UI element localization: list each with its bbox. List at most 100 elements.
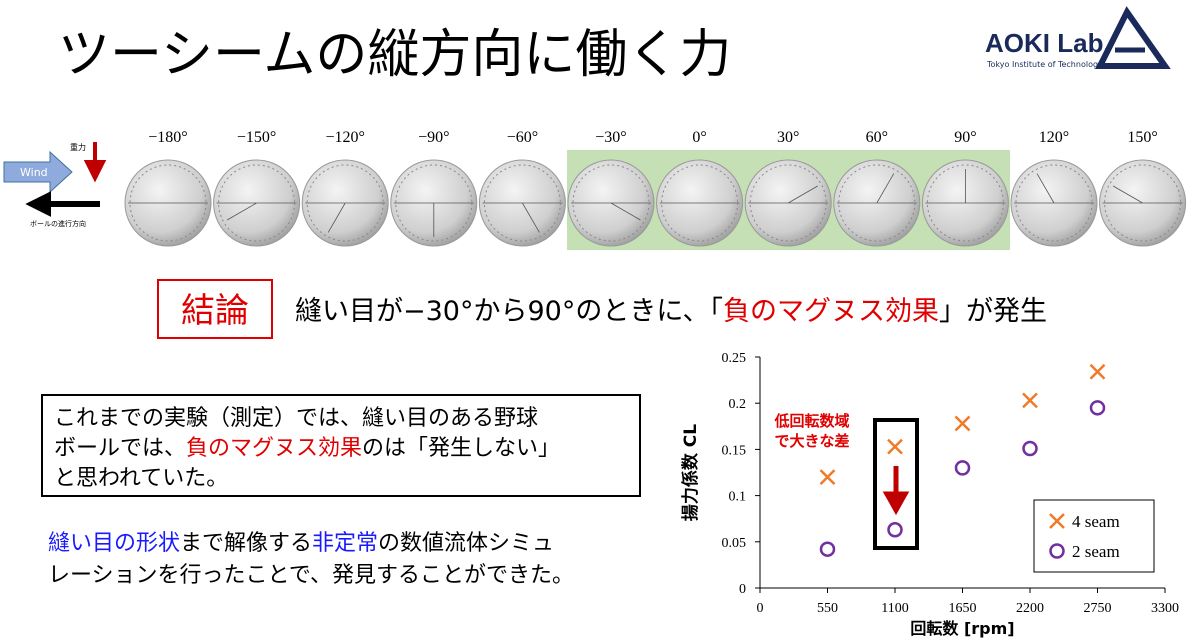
ball-stitch [1015, 164, 1093, 242]
annotation: で大きな差 [774, 432, 849, 450]
x-tick-label: 3300 [1151, 601, 1179, 616]
marker-o [954, 460, 971, 476]
marker-x [887, 438, 903, 455]
angle-label: 120° [1039, 129, 1069, 146]
text-line: と思われていた。 [54, 466, 228, 491]
y-axis-label: 揚力係数 CL [680, 424, 701, 521]
gravity-arrow [83, 142, 107, 183]
angle-label: −30° [595, 129, 626, 146]
angle-label: −120° [325, 129, 364, 146]
marker-x [1049, 513, 1065, 529]
text-segment: 負のマグヌス効果 [186, 436, 362, 461]
y-tick-label: 0.15 [722, 443, 747, 458]
ball-seam [1102, 185, 1183, 204]
ball-seam [571, 202, 651, 221]
x-tick-label: 550 [817, 601, 838, 616]
text-line: これまでの実験（測定）では、縫い目のある野球 [54, 406, 538, 431]
text-segment: 縫い目が−30°から90°のときに、「 [295, 296, 723, 327]
conclusion-label: 結論 [181, 291, 249, 331]
text-line: レーションを行ったことで、発見することができた。 [48, 563, 574, 588]
ball-stitch [306, 164, 384, 242]
direction-arrow [25, 191, 100, 217]
text-segment: これまでの実験（測定）では、縫い目のある野球 [54, 406, 538, 431]
legend-label: 4 seam [1072, 512, 1120, 531]
annotation: 低回転数域 [773, 412, 849, 430]
ball-seam [925, 169, 1006, 204]
marker-x [819, 469, 836, 486]
ball-seam [1014, 173, 1094, 204]
logo: AOKI Lab. Tokyo Institute of Technology [985, 6, 1171, 69]
y-tick-label: 0.25 [722, 351, 747, 366]
ball-stitch [483, 164, 561, 242]
text-segment: の数値流体シミュ [378, 531, 554, 556]
ball-stitch [661, 164, 739, 242]
marker-x [1022, 392, 1038, 409]
text-segment: のは「発生しない」 [362, 436, 560, 461]
ball-stitch [129, 164, 207, 242]
highlight-box [873, 418, 919, 550]
logo-name: AOKI Lab. [985, 28, 1111, 58]
y-tick-label: 0.1 [729, 490, 747, 505]
text-segment: 」が発生 [939, 296, 1047, 327]
logo-subtitle: Tokyo Institute of Technology [986, 60, 1103, 69]
text-segment: と思われていた。 [54, 466, 228, 491]
marker-o [887, 522, 903, 538]
angle-label: 0° [692, 129, 706, 146]
ball-seam [748, 185, 829, 204]
x-tick-label: 2750 [1084, 601, 1112, 616]
legend-box [1033, 499, 1155, 573]
logo-mark [1095, 6, 1171, 69]
wind-arrow [3, 150, 73, 194]
chart: 0 550 1100 1650 2200 2750 3300 0 0.05 0.1 0.15 0.2 0… [680, 351, 1179, 638]
ball-stitch [926, 164, 1004, 242]
legend-label: 2 seam [1072, 542, 1120, 561]
marker-o [1049, 543, 1065, 559]
y-tick-label: 0 [739, 582, 746, 597]
text-segment: 縫い目の形状 [48, 531, 180, 556]
ball-stitch [218, 164, 296, 242]
marker-o [819, 541, 836, 557]
text-line: 縫い目の形状まで解像する非定常の数値流体シミュ [48, 531, 554, 556]
angle-label: −180° [148, 129, 187, 146]
text-segment: 非定常 [312, 531, 378, 556]
x-tick-label: 0 [757, 601, 764, 616]
angle-label: −60° [507, 129, 538, 146]
angle-label: 150° [1127, 129, 1157, 146]
text-segment: まで解像する [180, 531, 312, 556]
angle-label: 30° [777, 129, 799, 146]
text-line: ボールでは、負のマグヌス効果のは「発生しない」 [54, 436, 560, 461]
x-tick-label: 1100 [881, 601, 908, 616]
marker-x [1089, 363, 1106, 380]
wind-label: Wind [20, 166, 48, 179]
angle-label: −150° [237, 129, 276, 146]
ball-stitch [1104, 164, 1182, 242]
marker-o [1022, 440, 1038, 457]
y-tick-label: 0.05 [722, 536, 747, 551]
x-tick-label: 1650 [949, 601, 977, 616]
marker-x [954, 415, 971, 432]
x-tick-label: 2200 [1016, 601, 1044, 616]
angle-label: 60° [866, 129, 888, 146]
ball-seam [216, 202, 297, 221]
ball-stitch [572, 164, 650, 242]
ball-stitch [838, 164, 916, 242]
angle-label: −90° [418, 129, 449, 146]
ball-seam [393, 202, 474, 237]
annotation-arrow [882, 466, 910, 516]
ball-seam [836, 173, 917, 204]
conclusion-box [157, 279, 273, 339]
conclusion-text: 縫い目が−30°から90°のときに、「負のマグヌス効果」が発生 [295, 296, 1047, 327]
y-tick-label: 0.2 [729, 397, 747, 412]
direction-label: ボールの進行方向 [30, 219, 86, 228]
text-segment: レーションを行ったことで、発見することができた。 [48, 563, 574, 588]
ball-stitch [395, 164, 473, 242]
slide-title: ツーシームの縦方向に働く力 [58, 25, 731, 85]
text-segment: 負のマグヌス効果 [723, 296, 939, 327]
x-axis-label: 回転数 [rpm] [910, 619, 1014, 638]
angle-label: 90° [954, 129, 976, 146]
ball-seam [482, 202, 563, 233]
text-box [41, 394, 641, 497]
gravity-label: 重力 [70, 142, 86, 152]
ball-stitch [749, 164, 827, 242]
